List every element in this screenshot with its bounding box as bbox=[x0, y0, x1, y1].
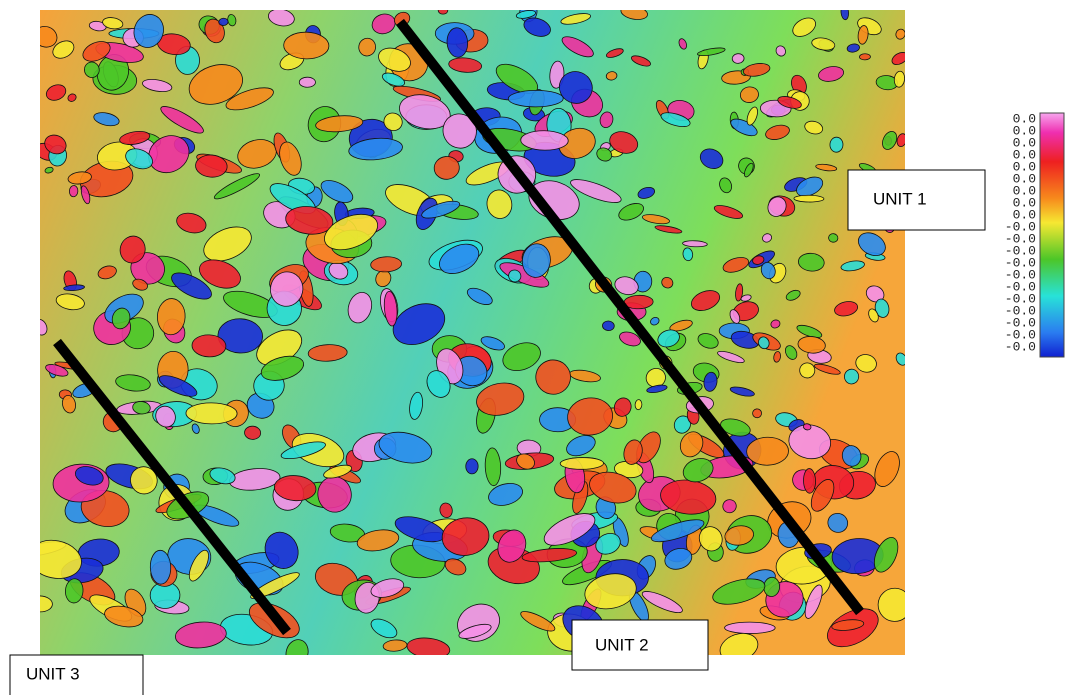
anomaly bbox=[830, 137, 844, 153]
annotation: UNIT 1 bbox=[873, 189, 927, 208]
anomaly bbox=[27, 596, 52, 613]
annotation: UNIT 2 bbox=[595, 635, 649, 654]
anomaly bbox=[803, 468, 816, 493]
color-bar bbox=[1040, 113, 1064, 357]
anomaly bbox=[725, 622, 776, 634]
scale-label: -0.0 bbox=[1005, 339, 1036, 354]
anomaly bbox=[794, 195, 824, 202]
annotation: UNIT 3 bbox=[26, 664, 80, 683]
anomaly bbox=[602, 321, 614, 331]
anomaly bbox=[186, 403, 237, 424]
anomaly bbox=[508, 90, 563, 107]
anomaly bbox=[299, 77, 315, 87]
anomaly bbox=[859, 54, 870, 60]
anomaly bbox=[560, 457, 603, 469]
color-scale: 0.00.00.00.00.00.00.00.00.0-0.0-0.0-0.0-… bbox=[1005, 111, 1036, 354]
page: 0.00.00.00.00.00.00.00.00.0-0.0-0.0-0.0-… bbox=[0, 0, 1092, 695]
anomaly bbox=[635, 399, 642, 409]
anomaly bbox=[466, 459, 478, 474]
map-figure: 0.00.00.00.00.00.00.00.00.0-0.0-0.0-0.0-… bbox=[0, 0, 1092, 695]
anomaly bbox=[438, 7, 448, 14]
